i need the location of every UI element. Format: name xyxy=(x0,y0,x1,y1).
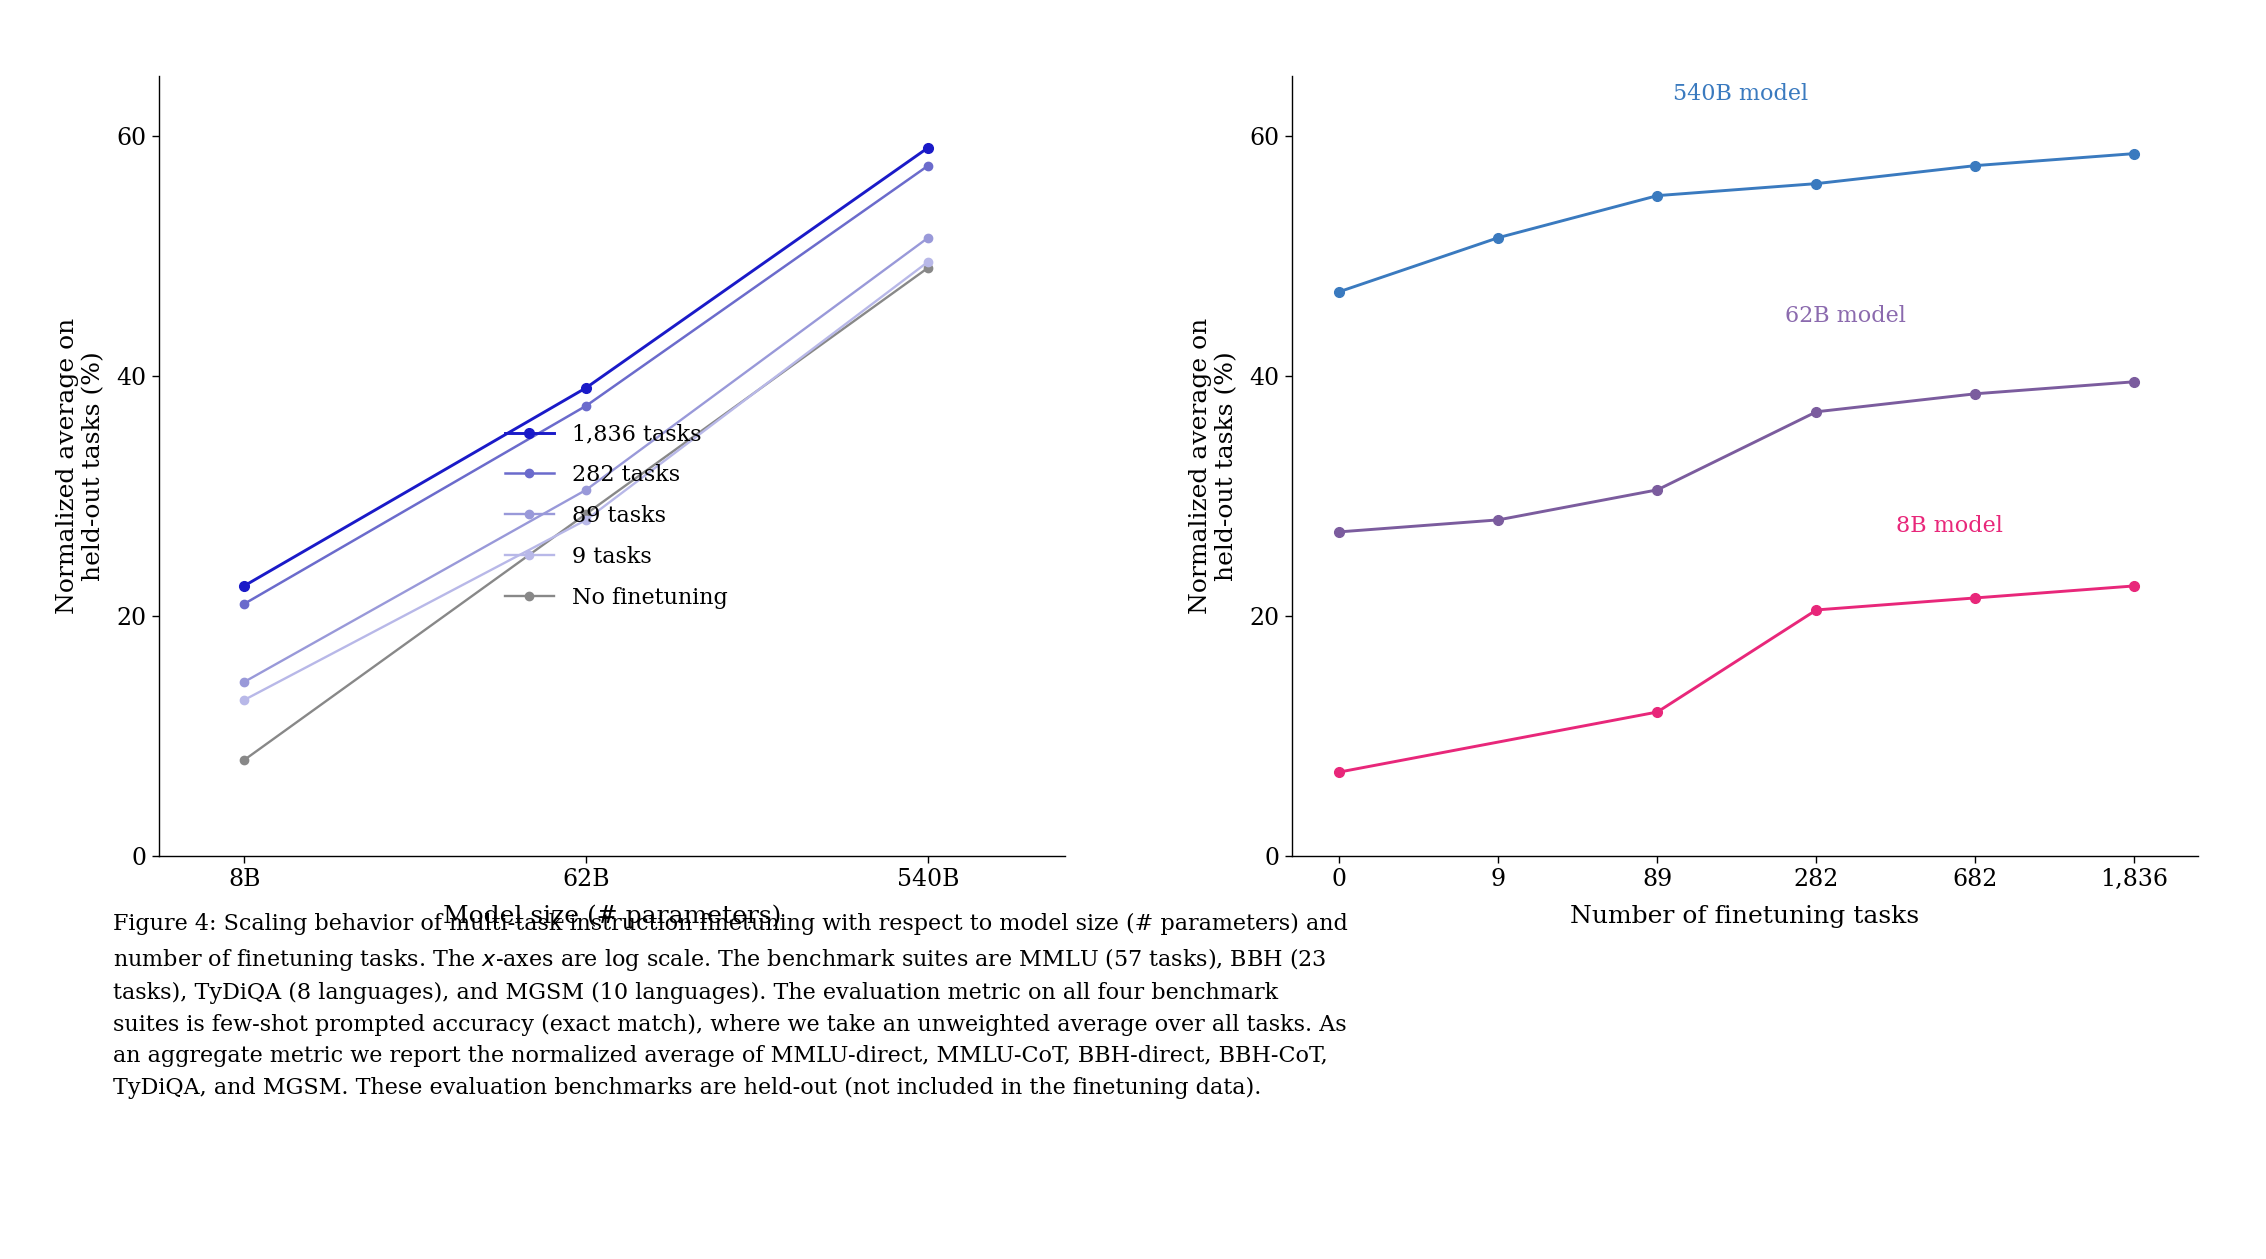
282 tasks xyxy=(915,159,943,174)
1,836 tasks xyxy=(915,140,943,155)
Text: Figure 4: Scaling behavior of multi-task instruction finetuning with respect to : Figure 4: Scaling behavior of multi-task… xyxy=(113,913,1348,1099)
Line: 9 tasks: 9 tasks xyxy=(240,258,931,704)
9 tasks xyxy=(915,254,943,269)
Legend: 1,836 tasks, 282 tasks, 89 tasks, 9 tasks, No finetuning: 1,836 tasks, 282 tasks, 89 tasks, 9 task… xyxy=(496,414,736,618)
Y-axis label: Normalized average on
held-out tasks (%): Normalized average on held-out tasks (%) xyxy=(1190,317,1240,614)
No finetuning xyxy=(573,506,600,521)
282 tasks xyxy=(231,597,258,612)
No finetuning xyxy=(915,261,943,276)
89 tasks xyxy=(915,230,943,246)
Text: 8B model: 8B model xyxy=(1897,515,2003,536)
9 tasks xyxy=(231,692,258,708)
89 tasks xyxy=(573,482,600,497)
9 tasks xyxy=(573,512,600,528)
Line: 282 tasks: 282 tasks xyxy=(240,161,931,608)
Line: 1,836 tasks: 1,836 tasks xyxy=(240,142,934,590)
Text: 540B model: 540B model xyxy=(1672,83,1808,104)
282 tasks xyxy=(573,398,600,413)
Line: No finetuning: No finetuning xyxy=(240,263,931,764)
89 tasks xyxy=(231,675,258,690)
Text: 62B model: 62B model xyxy=(1786,305,1906,327)
X-axis label: Number of finetuning tasks: Number of finetuning tasks xyxy=(1570,905,1919,928)
Line: 89 tasks: 89 tasks xyxy=(240,233,931,686)
1,836 tasks xyxy=(573,380,600,395)
1,836 tasks xyxy=(231,578,258,593)
No finetuning xyxy=(231,753,258,768)
X-axis label: Model size (# parameters): Model size (# parameters) xyxy=(442,905,782,928)
Y-axis label: Normalized average on
held-out tasks (%): Normalized average on held-out tasks (%) xyxy=(57,317,107,614)
